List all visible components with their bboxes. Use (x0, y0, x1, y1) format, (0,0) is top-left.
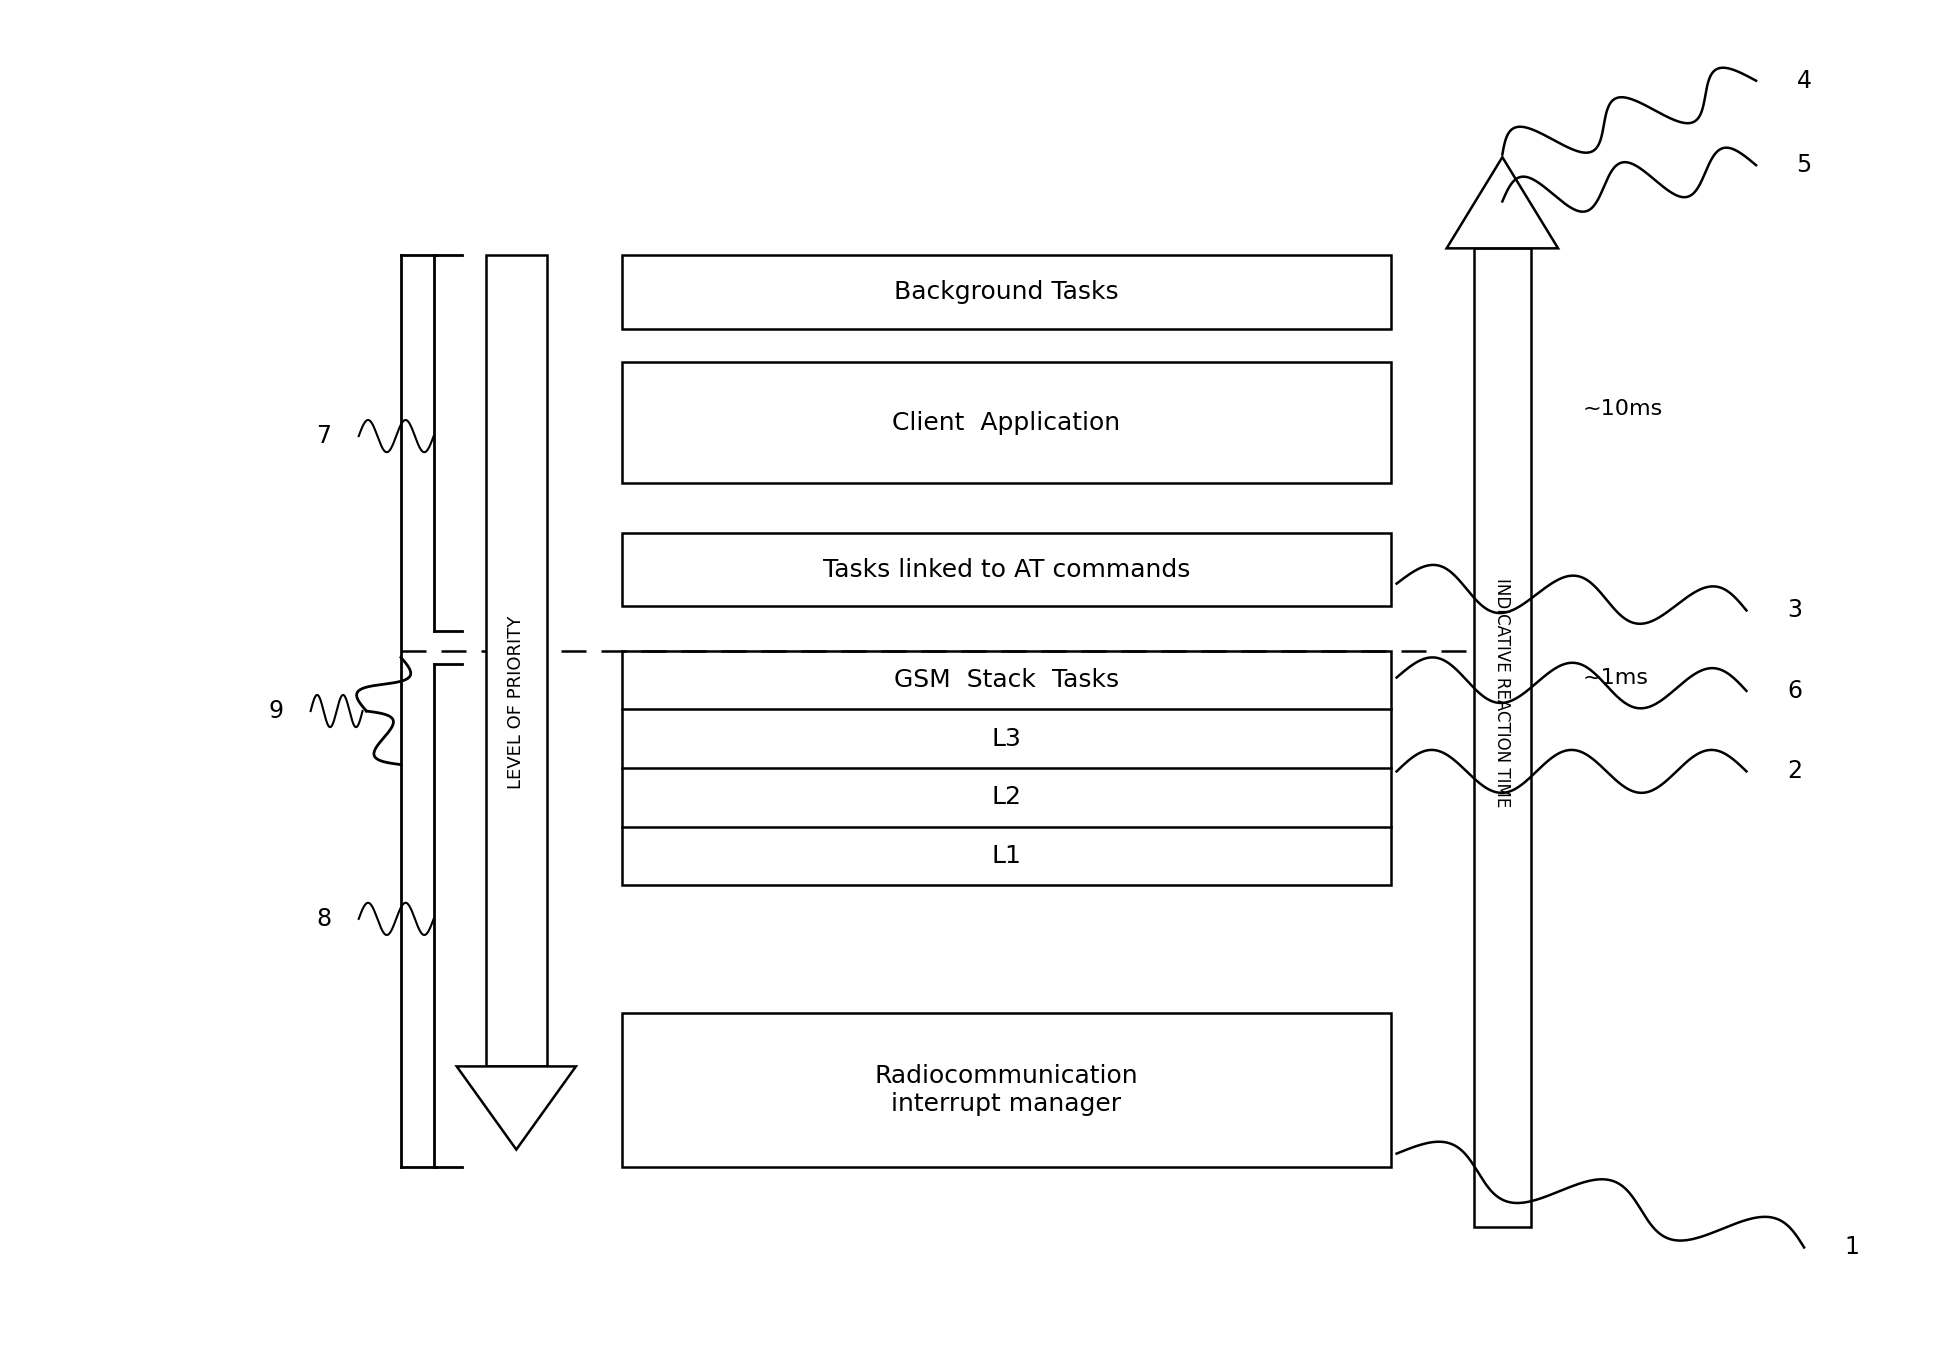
Text: 5: 5 (1797, 153, 1812, 178)
Polygon shape (457, 1066, 575, 1149)
Polygon shape (1446, 157, 1558, 248)
Text: 2: 2 (1787, 759, 1802, 783)
Text: L2: L2 (991, 786, 1022, 809)
Bar (486, 255, 548, 1066)
Bar (621, 362, 1390, 482)
Text: INDICATIVE REACTION TIME: INDICATIVE REACTION TIME (1493, 577, 1512, 806)
Text: 7: 7 (318, 424, 331, 449)
Text: GSM  Stack  Tasks: GSM Stack Tasks (894, 668, 1119, 692)
Text: Client  Application: Client Application (892, 411, 1121, 435)
Text: L3: L3 (991, 726, 1022, 751)
Text: 9: 9 (269, 699, 283, 724)
Text: Radiocommunication
interrupt manager: Radiocommunication interrupt manager (875, 1064, 1138, 1115)
Text: 3: 3 (1787, 599, 1802, 622)
Bar (621, 650, 1390, 885)
Text: L1: L1 (991, 844, 1022, 869)
Text: ~1ms: ~1ms (1584, 668, 1649, 687)
Text: LEVEL OF PRIORITY: LEVEL OF PRIORITY (507, 615, 525, 789)
Text: ~10ms: ~10ms (1584, 400, 1663, 419)
Text: Tasks linked to AT commands: Tasks linked to AT commands (823, 557, 1191, 581)
Text: 6: 6 (1787, 679, 1802, 703)
Bar (621, 1012, 1390, 1167)
Bar (621, 533, 1390, 607)
Bar (621, 255, 1390, 329)
Text: 1: 1 (1845, 1236, 1860, 1259)
Text: Background Tasks: Background Tasks (894, 280, 1119, 304)
Text: 8: 8 (316, 906, 331, 931)
Bar (1473, 248, 1531, 1228)
Text: 4: 4 (1797, 69, 1812, 92)
